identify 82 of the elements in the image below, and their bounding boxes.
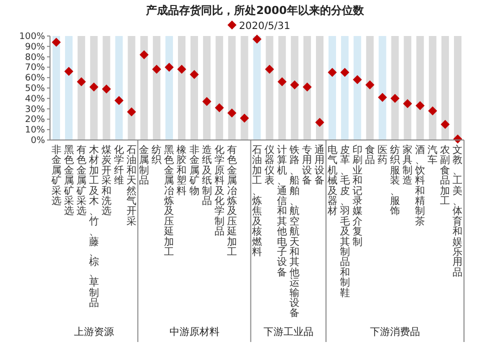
x-tick-label: 黑色金属矿采选 (64, 145, 74, 218)
point (227, 108, 236, 118)
text: 下游工业品 (263, 326, 314, 338)
y-tick-label: 10% (24, 126, 46, 136)
point (177, 64, 186, 74)
point (214, 103, 224, 112)
x-tick-label: 纺织服装、服饰 (390, 145, 400, 218)
point (278, 77, 287, 86)
x-tick-label: 石油加工、炼焦及核燃料 (252, 145, 262, 258)
x-tick-label: 食品 (364, 145, 375, 166)
y-tick-label: 20% (24, 115, 46, 126)
point (64, 66, 74, 76)
x-tick-label: 通用设备 (314, 145, 325, 187)
y-tick-label: 70% (24, 63, 46, 74)
x-tick-label: 酒、饮料和精制茶 (415, 145, 426, 228)
x-tick-label: 有色金属冶炼及压延加工 (226, 145, 237, 258)
x-tick-label: 橡胶和塑料 (176, 145, 187, 197)
point (378, 92, 387, 102)
y-tick-label: 40% (24, 94, 46, 104)
point (340, 68, 350, 77)
point (302, 82, 312, 92)
y-tick-label: 80% (24, 52, 46, 63)
point (140, 50, 149, 60)
point (315, 118, 324, 127)
x-tick-label: 仪器仪表 (264, 145, 275, 187)
x-tick-label: 有色金属矿采选 (76, 145, 86, 218)
x-tick-label: 造纸及纸制品 (202, 145, 212, 207)
point (352, 75, 362, 84)
legend-label: 2020/5/31 (239, 21, 290, 32)
x-tick-label: 纺织 (152, 145, 162, 166)
x-tick-label: 金属制品 (139, 145, 150, 187)
point (114, 96, 124, 105)
text: 中游原材料 (169, 326, 220, 338)
y-tick-label: 0% (30, 136, 46, 146)
legend: 2020/5/31 (228, 20, 290, 32)
x-tick-label: 煤炭开采和洗选 (101, 145, 112, 218)
x-tick-label: 皮革、毛皮、羽毛及其制品和制鞋 (340, 145, 350, 299)
text: 下游消费品 (370, 326, 420, 338)
x-tick-label: 医药 (377, 145, 388, 166)
x-tick-label: 木材加工及木、竹、藤、棕、草制品 (88, 145, 99, 309)
point (390, 94, 400, 103)
point (416, 101, 425, 110)
point (89, 82, 98, 92)
x-tick-label: 专用设备 (302, 145, 312, 187)
point (164, 62, 174, 72)
x-tick-label: 印刷业和记录媒介复制 (352, 145, 362, 248)
x-tick-label: 石油和天然气开采 (126, 145, 137, 228)
x-tick-label: 电气机械及器材 (327, 145, 338, 218)
point (76, 77, 86, 86)
x-tick-label: 非金属矿采选 (51, 145, 62, 207)
x-tick-label: 非金属矿物 (189, 145, 200, 197)
chart-title: 产成品存货同比，所处2000年以来的分位数 (145, 4, 365, 17)
y-tick-label: 60% (24, 74, 46, 84)
point (328, 68, 337, 77)
point (365, 80, 374, 90)
point (102, 84, 111, 94)
point (52, 38, 61, 47)
point (152, 64, 162, 74)
point (440, 120, 450, 129)
point (252, 34, 262, 44)
x-tick-label: 铁路、船舶、航空航天和其他运输设备 (290, 145, 300, 320)
y-tick-label: 100% (19, 32, 46, 42)
x-tick-label: 化学原料及化学制品 (214, 145, 224, 238)
point (190, 70, 199, 79)
point (202, 97, 212, 106)
x-tick-label: 农副食品加工 (440, 145, 450, 207)
point (265, 64, 274, 74)
x-tick-label: 家具制造 (402, 145, 413, 187)
point (127, 107, 136, 116)
point (240, 114, 249, 123)
x-tick-label: 计算机、通信和其他电子设备 (277, 145, 288, 278)
x-tick-label: 汽车 (428, 145, 438, 166)
x-tick-label: 化学纤维 (114, 145, 124, 187)
x-tick-label: 文教、工美、体育和娱乐用品 (452, 145, 463, 278)
point (290, 80, 300, 90)
y-tick-label: 30% (24, 104, 46, 115)
x-tick-label: 黑色金属冶炼及压延加工 (164, 145, 174, 258)
text: 上游资源 (74, 326, 114, 338)
point (428, 106, 438, 116)
point (403, 99, 412, 108)
y-tick-label: 90% (24, 42, 46, 52)
y-tick-label: 50% (24, 84, 46, 94)
